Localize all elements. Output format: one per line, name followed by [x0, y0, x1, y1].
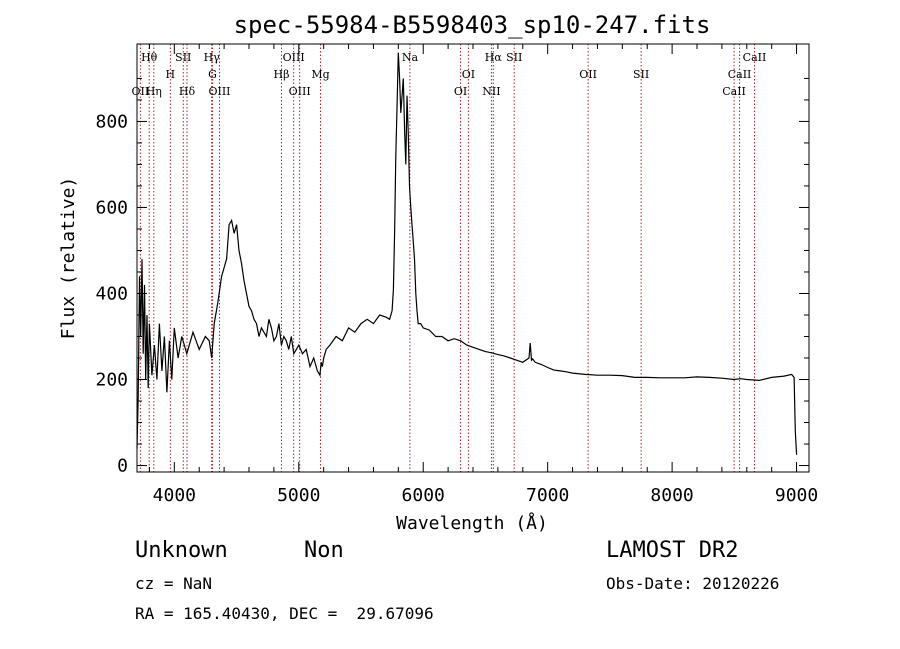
spectral-line-label: CaII — [722, 85, 746, 98]
chart-title: spec-55984-B5598403_sp10-247.fits — [234, 11, 711, 39]
spectrum-series-line — [136, 52, 798, 455]
object-subclass: Non — [304, 538, 344, 563]
spectral-line-label: G — [208, 68, 217, 81]
spectral-line-label: SII — [175, 51, 191, 64]
x-tick-label: 9000 — [775, 485, 818, 506]
spectral-line-label: SII — [506, 51, 522, 64]
x-tick-label: 6000 — [402, 485, 445, 506]
spectral-line-label: NII — [482, 85, 500, 98]
spectral-line-label: Hη — [146, 85, 162, 98]
survey-name: LAMOST DR2 — [606, 538, 739, 563]
obs-date-text: Obs-Date: 20120226 — [606, 574, 780, 593]
spectral-line-label: OII — [132, 85, 150, 98]
y-tick-label: 400 — [95, 283, 128, 304]
x-tick-label: 8000 — [650, 485, 693, 506]
spectral-line-label: OI — [462, 68, 475, 81]
x-tick-label: 7000 — [526, 485, 569, 506]
y-tick-label: 200 — [95, 370, 128, 391]
spectral-line-label: SII — [633, 68, 649, 81]
coords-text: RA = 165.40430, DEC = 29.67096 — [135, 604, 434, 623]
x-axis-label: Wavelength (Å) — [396, 512, 548, 534]
spectral-line-label: CaII — [743, 51, 767, 64]
spectral-line-label: Mg — [311, 68, 329, 81]
y-tick-label: 600 — [95, 197, 128, 218]
spectral-line-label: OI — [454, 85, 467, 98]
object-class: Unknown — [135, 538, 228, 563]
y-axis-label: Flux (relative) — [58, 177, 79, 340]
x-tick-label: 5000 — [277, 485, 320, 506]
plot-frame — [136, 43, 810, 473]
spectral-line-label: Hγ — [204, 51, 221, 64]
spectral-line-label: OII — [579, 68, 597, 81]
x-tick-label: 4000 — [153, 485, 196, 506]
spectral-line-label: H — [166, 68, 176, 81]
y-tick-label: 800 — [95, 111, 128, 132]
spectral-line-label: OIII — [289, 85, 311, 98]
spectral-line-label: Hα — [485, 51, 503, 64]
spectral-line-label: OIII — [283, 51, 305, 64]
y-tick-label: 0 — [117, 456, 128, 477]
spectral-line-label: CaII — [728, 68, 752, 81]
spectral-line-label: Na — [402, 51, 419, 64]
spectral-line-label: OIII — [208, 85, 230, 98]
redshift-text: cz = NaN — [135, 574, 213, 593]
spectral-line-label: Hδ — [179, 85, 196, 98]
spectral-line-label: Hθ — [141, 51, 158, 64]
spectral-line-label: Hβ — [274, 68, 290, 81]
